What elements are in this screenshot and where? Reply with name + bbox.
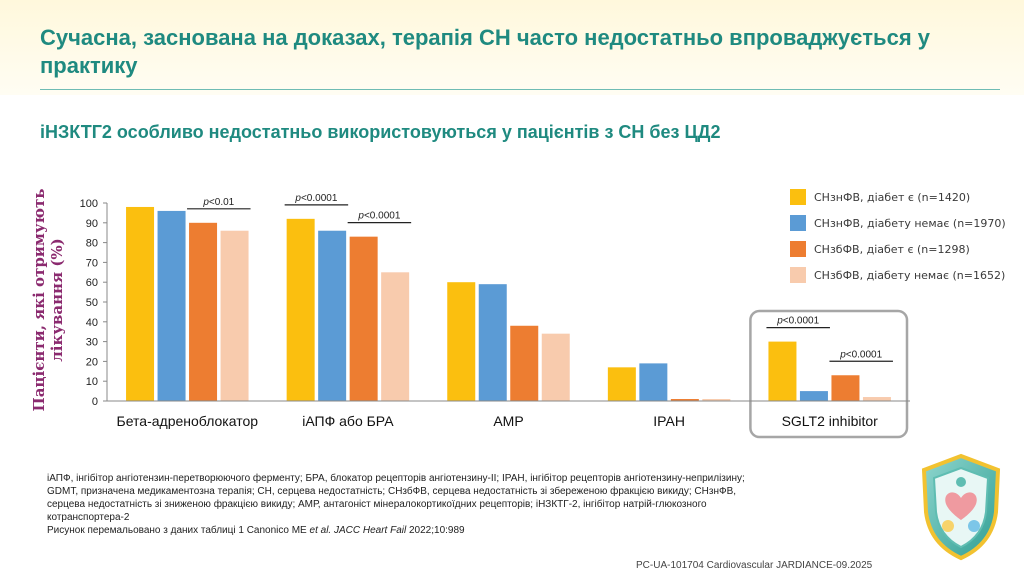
document-code: PC-UA-101704 Cardiovascular JARDIANCE-09… [636, 560, 873, 571]
bar-series-1 [768, 341, 797, 401]
legend-item: СНзнФВ, діабету немає (n=1970) [790, 210, 1006, 236]
x-category-label: ІРАН [653, 413, 685, 429]
header-band [0, 0, 1024, 95]
bar-series-1 [286, 218, 315, 401]
legend-label: СНзбФВ, діабету немає (n=1652) [814, 268, 1006, 282]
bar-series-2 [639, 363, 668, 401]
legend-swatch [790, 215, 806, 231]
bar-series-3 [831, 375, 860, 401]
bar-series-4 [220, 230, 249, 401]
y-tick-label: 30 [86, 337, 98, 349]
p-value-label: p<0.0001 [839, 349, 882, 360]
y-tick-label: 80 [86, 238, 98, 250]
legend-swatch [790, 189, 806, 205]
bar-series-1 [126, 206, 155, 401]
legend-item: СНзнФВ, діабет є (n=1420) [790, 184, 1006, 210]
heart-shield-emblem-icon [921, 453, 1001, 561]
caption-text: Рисунок перемальовано з даних таблиці 1 … [47, 525, 310, 536]
y-tick-label: 0 [92, 396, 98, 408]
bar-series-3 [670, 399, 699, 401]
bar-series-3 [510, 325, 539, 401]
bar-series-4 [381, 272, 410, 401]
caption-etal: et al. [309, 525, 332, 536]
legend-swatch [790, 241, 806, 257]
figure-source-caption: Рисунок перемальовано з даних таблиці 1 … [47, 524, 817, 537]
bar-series-2 [799, 391, 828, 401]
x-category-label: Бета-адреноблокатор [117, 413, 259, 429]
y-tick-label: 60 [86, 277, 98, 289]
bar-series-1 [447, 282, 476, 401]
bar-series-2 [478, 284, 507, 401]
legend-label: СНзнФВ, діабету немає (n=1970) [814, 216, 1006, 230]
bar-series-1 [607, 367, 636, 401]
footnote-line: іАПФ, інгібітор ангіотензин-перетворюючо… [47, 473, 745, 484]
legend-swatch [790, 267, 806, 283]
page-title: Сучасна, заснована на доказах, терапія С… [40, 25, 931, 78]
y-tick-label: 10 [86, 376, 98, 388]
bar-series-4 [702, 399, 731, 401]
x-category-label: SGLT2 inhibitor [782, 413, 879, 429]
p-value-label: p<0.0001 [294, 193, 337, 204]
title-divider [40, 89, 1000, 90]
caption-journal: JACC Heart Fail [331, 525, 407, 536]
legend-label: СНзбФВ, діабет є (n=1298) [814, 242, 970, 256]
legend-item: СНзбФВ, діабет є (n=1298) [790, 236, 1006, 262]
y-tick-label: 100 [80, 198, 98, 210]
y-tick-label: 40 [86, 317, 98, 329]
footnote: іАПФ, інгібітор ангіотензин-перетворюючо… [47, 472, 817, 537]
y-tick-label: 50 [86, 297, 98, 309]
p-value-label: p<0.01 [202, 197, 234, 208]
bar-series-3 [349, 236, 378, 401]
legend-label: СНзнФВ, діабет є (n=1420) [814, 190, 971, 204]
p-value-label: p<0.0001 [776, 316, 819, 327]
footnote-line: GDMT, призначена медикаментозна терапія;… [47, 486, 737, 497]
caption-ref: 2022;10:989 [406, 525, 465, 536]
x-category-label: іАПФ або БРА [302, 413, 394, 429]
bar-series-3 [189, 222, 218, 401]
bar-series-2 [318, 230, 347, 401]
bar-series-4 [541, 333, 570, 401]
x-category-label: АМР [493, 413, 523, 429]
highlight-box [749, 309, 909, 439]
bar-series-4 [862, 397, 891, 401]
page-subtitle: іНЗКТГ2 особливо недостатньо використову… [40, 122, 721, 142]
chart-legend: СНзнФВ, діабет є (n=1420) СНзнФВ, діабету… [790, 184, 1006, 288]
bar-series-2 [157, 210, 186, 401]
p-value-label: p<0.0001 [357, 211, 400, 222]
legend-item: СНзбФВ, діабету немає (n=1652) [790, 262, 1006, 288]
footnote-line: котранспортера-2 [47, 512, 130, 523]
y-tick-label: 90 [86, 218, 98, 230]
y-tick-label: 20 [86, 356, 98, 368]
footnote-line: серцева недостатність зі зниженою фракці… [47, 499, 707, 510]
y-tick-label: 70 [86, 257, 98, 269]
